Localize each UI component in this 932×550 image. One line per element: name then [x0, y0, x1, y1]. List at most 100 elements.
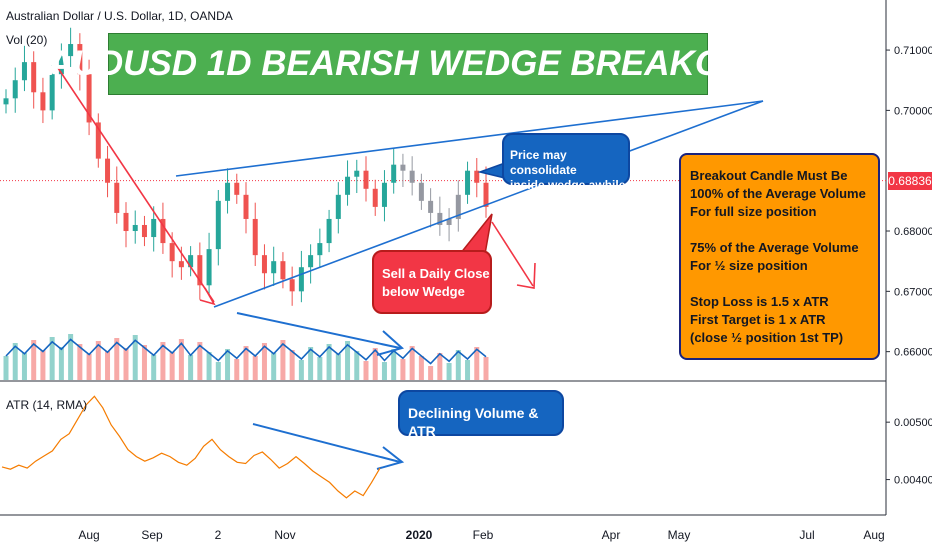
rules-line-10: (close ½ position 1st TP)	[690, 330, 844, 345]
volume-bar	[289, 350, 295, 380]
volume-bar	[95, 341, 101, 380]
atr-tick-label: 0.00500	[894, 417, 932, 429]
candle-body	[345, 176, 351, 195]
candle-body	[68, 44, 74, 57]
volume-bar	[354, 351, 360, 380]
volume-bar	[160, 342, 166, 380]
candle-body	[243, 194, 249, 219]
candle-body	[215, 200, 221, 250]
candle-body	[261, 255, 267, 274]
volume-bars	[3, 334, 489, 380]
candle-body	[465, 170, 471, 195]
annotation-lines	[57, 67, 764, 470]
sell-line-2: below Wedge	[382, 284, 465, 299]
downtrend-arrow	[57, 67, 215, 303]
candle-body	[381, 182, 387, 207]
volume-bar	[132, 335, 138, 380]
time-tick-label: Nov	[274, 528, 295, 542]
wedge-upper-line	[175, 100, 764, 177]
candle-body	[178, 261, 184, 268]
candle-body	[252, 218, 258, 256]
candle-body	[317, 243, 323, 256]
volume-label: Vol (20)	[6, 33, 48, 47]
symbol-title: Australian Dollar / U.S. Dollar, 1D, OAN…	[6, 9, 233, 23]
candle-body	[409, 170, 415, 183]
volume-bar	[49, 337, 55, 380]
time-tick-label: Aug	[78, 528, 99, 542]
candle-body	[428, 200, 434, 213]
candle-body	[151, 218, 157, 238]
volume-bar	[446, 363, 452, 380]
consolidate-line-1: Price may consolidate	[510, 148, 577, 177]
atr-line	[1, 395, 381, 499]
atr-tick-label: 0.00400	[894, 475, 932, 487]
declining-callout: Declining Volume & ATR	[398, 390, 564, 439]
rules-line-9: First Target is 1 x ATR	[690, 312, 826, 327]
candle-body	[49, 74, 55, 111]
volume-bar	[261, 343, 267, 380]
price-tick-label: 0.70000	[894, 105, 932, 117]
rules-line-8: Stop Loss is 1.5 x ATR	[690, 294, 829, 309]
volume-bar	[271, 353, 277, 380]
volume-bar	[178, 339, 184, 380]
candle-body	[474, 170, 480, 183]
candle-body	[114, 182, 120, 213]
volume-bar	[169, 352, 175, 380]
sell-callout: Sell a Daily Close below Wedge	[372, 250, 492, 314]
candle-body	[197, 255, 203, 286]
volume-bar	[234, 359, 240, 380]
time-tick-label: 2	[215, 528, 222, 542]
candle-body	[3, 98, 9, 105]
candle-body	[21, 62, 27, 81]
volume-bar	[12, 343, 18, 380]
candle-body	[298, 267, 304, 292]
volume-bar	[215, 362, 221, 380]
volume-bar	[391, 349, 397, 380]
candle-body	[58, 56, 64, 75]
volume-bar	[409, 346, 415, 380]
price-tick-label: 0.71000	[894, 45, 932, 57]
consolidate-callout: Price may consolidate inside wedge awhil…	[502, 133, 630, 192]
volume-bar	[455, 350, 461, 380]
volume-bar	[105, 351, 111, 380]
sell-line-1: Sell a Daily Close	[382, 266, 490, 281]
volume-bar	[141, 345, 147, 380]
volume-bar	[474, 347, 480, 380]
candle-body	[289, 279, 295, 292]
volume-ma-line	[5, 338, 487, 365]
volume-bar	[280, 340, 286, 380]
banner-title: AUDUSD 1D BEARISH WEDGE BREAKOUT	[47, 44, 769, 83]
candle-body	[206, 249, 212, 286]
rules-line-3: For full size position	[690, 204, 817, 219]
volume-bar	[68, 334, 74, 380]
breakout-arrow	[491, 221, 534, 287]
volume-bar	[372, 348, 378, 380]
title-banner: AUDUSD 1D BEARISH WEDGE BREAKOUT	[47, 33, 769, 95]
volume-bar	[151, 355, 157, 380]
rules-line-6: For ½ size position	[690, 258, 808, 273]
atr-decline-arrowhead	[376, 446, 405, 470]
candle-body	[160, 218, 166, 244]
wedge-lower-line	[213, 100, 764, 308]
rules-line-2: 100% of the Average Volume	[690, 186, 866, 201]
volume-bar	[326, 344, 332, 380]
candle-body	[169, 243, 175, 262]
candle-body	[280, 261, 286, 280]
candle-body	[234, 182, 240, 195]
atr-decline-arrow	[252, 423, 401, 463]
volume-bar	[31, 340, 37, 380]
candle-body	[354, 170, 360, 177]
rules-line-1: Breakout Candle Must Be	[690, 168, 848, 183]
volume-bar	[123, 348, 129, 380]
time-tick-label: May	[668, 528, 691, 542]
consolidate-line-2: inside wedge awhile	[510, 178, 626, 192]
candle-body	[308, 255, 314, 268]
volume-bar	[40, 350, 46, 380]
volume-bar	[317, 357, 323, 380]
candle-body	[455, 194, 461, 219]
volume-bar	[428, 366, 434, 380]
volume-bar	[206, 352, 212, 380]
time-tick-label: Sep	[141, 528, 163, 542]
volume-bar	[400, 359, 406, 380]
